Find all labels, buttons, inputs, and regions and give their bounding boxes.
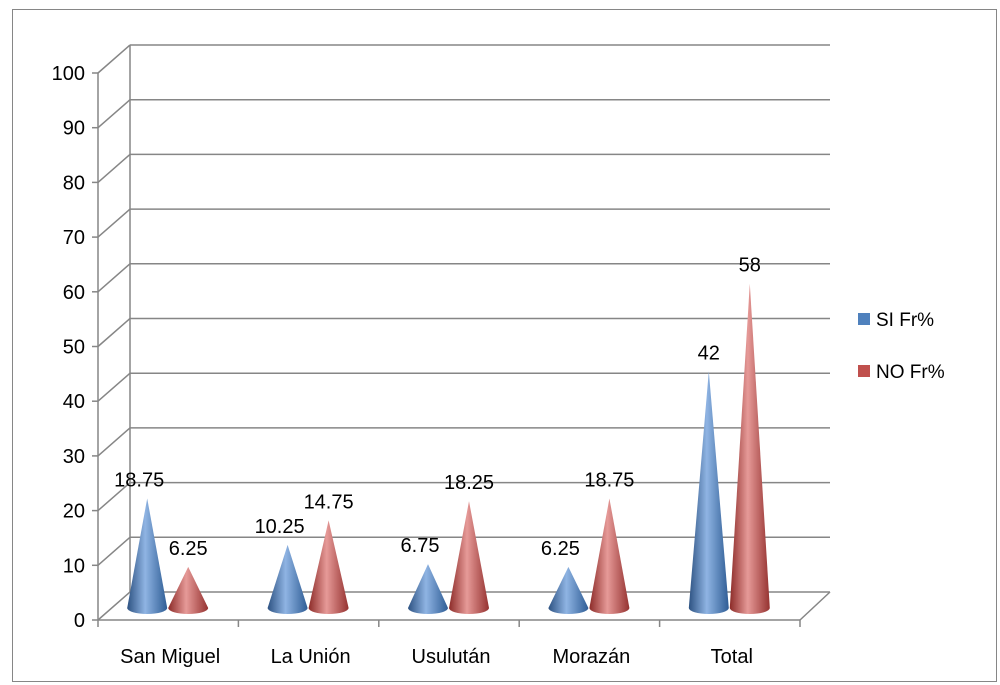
cone-body	[127, 498, 168, 614]
legend-swatch-si-fr	[858, 313, 870, 325]
x-tick-label-total: Total	[711, 646, 753, 668]
chart-frame	[12, 9, 997, 682]
gridline-diagonal	[97, 317, 131, 348]
cone-body	[688, 371, 729, 614]
floor-right-edge	[799, 591, 831, 621]
cone-si-fr-total	[688, 371, 729, 614]
gridline-diagonal	[97, 263, 131, 293]
cone-body	[267, 544, 308, 614]
data-label-si-fr-san-miguel: 18.75	[114, 469, 164, 491]
data-label-no-fr-la-union: 14.75	[304, 491, 354, 513]
cone-body	[548, 566, 589, 614]
data-label-si-fr-usulutan: 6.75	[401, 535, 440, 557]
legend-label-no-fr: NO Fr%	[876, 362, 945, 383]
cone-body	[308, 520, 349, 614]
gridline-diagonal	[97, 153, 131, 183]
cone-si-fr-la-union	[267, 544, 308, 614]
y-tick-label: 40	[63, 391, 85, 413]
cone-body	[589, 498, 630, 614]
y-tick-label: 10	[63, 555, 85, 577]
data-label-no-fr-total: 58	[739, 255, 761, 277]
cone-body	[449, 501, 489, 614]
cone-si-fr-san-miguel	[127, 498, 168, 614]
gridline-diagonal	[97, 372, 131, 402]
y-tick-label: 100	[52, 63, 85, 85]
x-tick-label-la-union: La Unión	[271, 646, 351, 668]
gridline-diagonal	[97, 99, 131, 129]
data-label-si-fr-morazan: 6.25	[541, 538, 580, 560]
y-tick-label: 30	[63, 446, 85, 468]
legend-swatch-no-fr	[858, 365, 870, 377]
data-label-si-fr-la-union: 10.25	[255, 516, 305, 538]
gridline-diagonal	[97, 482, 131, 512]
cone-body	[408, 564, 448, 614]
y-tick-label: 50	[63, 337, 85, 359]
gridline-diagonal	[97, 427, 131, 457]
legend: SI Fr% NO Fr%	[858, 310, 945, 383]
data-labels: 18.75 10.25 6.75 6.25 42 6.25 14.75 18.25 18.75 5…	[114, 255, 761, 560]
data-label-no-fr-san-miguel: 6.25	[169, 538, 208, 560]
y-tick-label: 70	[63, 227, 85, 249]
cone-no-fr-usulutan	[449, 501, 489, 614]
data-marks	[127, 283, 770, 614]
cone-si-fr-usulutan	[408, 564, 448, 614]
gridline-diagonal	[97, 536, 131, 566]
x-tick-label-usulutan: Usulután	[412, 646, 491, 668]
x-axis: San Miguel La Unión Usulután Morazán Total	[97, 620, 801, 668]
data-label-no-fr-usulutan: 18.25	[444, 472, 494, 494]
data-label-si-fr-total: 42	[698, 342, 720, 364]
y-tick-label: 60	[63, 282, 85, 304]
y-tick-label: 80	[63, 172, 85, 194]
x-tick-label-san-miguel: San Miguel	[120, 646, 220, 668]
cone-no-fr-total	[729, 283, 770, 614]
cone-si-fr-morazan	[548, 566, 589, 614]
cone-no-fr-la-union	[308, 520, 349, 614]
y-tick-label: 20	[63, 501, 85, 523]
cone-body	[729, 283, 770, 614]
data-label-no-fr-morazan: 18.75	[584, 469, 634, 491]
cone-body	[168, 566, 209, 614]
legend-label-si-fr: SI Fr%	[876, 310, 934, 331]
cone-no-fr-morazan	[589, 498, 630, 614]
y-tick-label: 90	[63, 118, 85, 140]
y-axis: 0 10 20 30 40 50 60 70 80 90 100	[52, 63, 98, 632]
x-tick-label-morazan: Morazán	[552, 646, 630, 668]
gridline-diagonal	[97, 591, 131, 621]
gridline-diagonal	[97, 44, 131, 74]
cone-no-fr-san-miguel	[168, 566, 209, 614]
gridline-diagonal	[97, 208, 131, 238]
y-tick-label: 0	[74, 610, 85, 632]
